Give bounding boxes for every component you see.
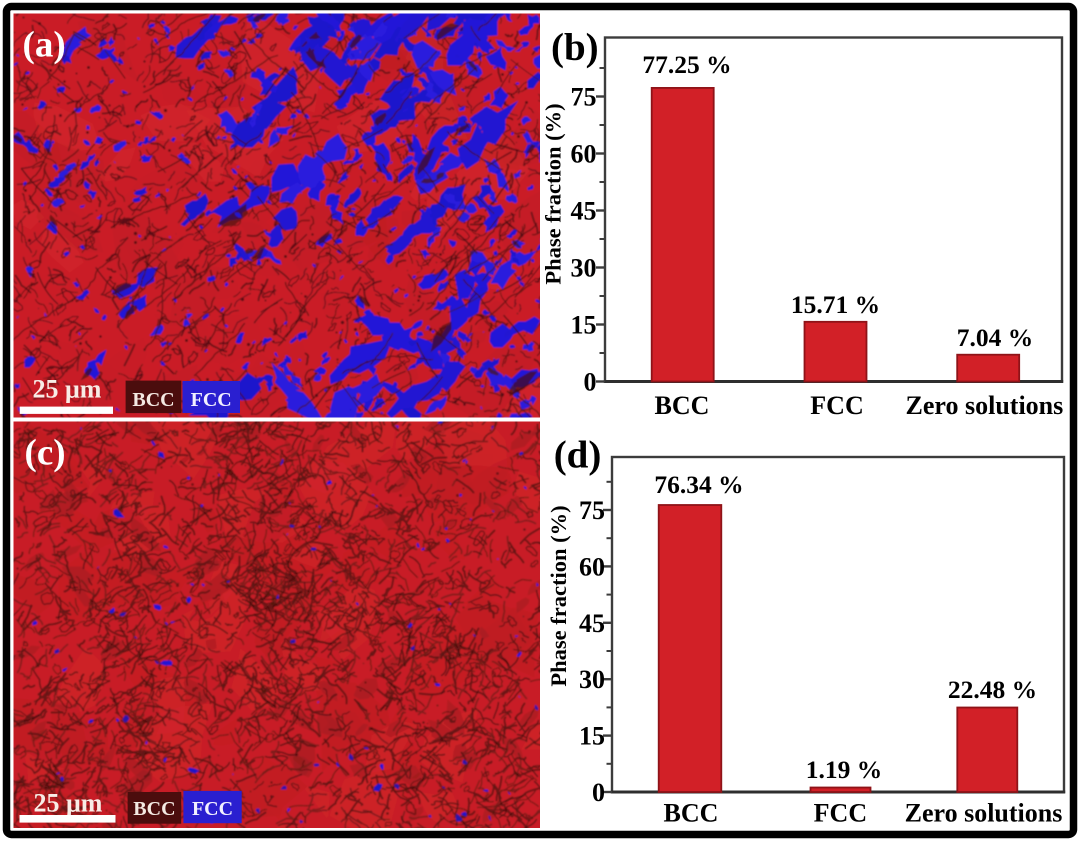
svg-text:15.71 %: 15.71 % xyxy=(791,290,880,319)
svg-text:BCC: BCC xyxy=(133,798,175,820)
svg-text:(a): (a) xyxy=(23,24,66,65)
svg-text:(d): (d) xyxy=(554,434,602,477)
svg-text:45: 45 xyxy=(571,197,597,226)
svg-text:30: 30 xyxy=(571,254,597,283)
svg-text:0: 0 xyxy=(592,778,605,807)
svg-text:60: 60 xyxy=(571,140,597,169)
svg-text:7.04 %: 7.04 % xyxy=(957,323,1034,352)
svg-text:Phase fraction (%): Phase fraction (%) xyxy=(546,505,571,686)
svg-text:25 μm: 25 μm xyxy=(33,375,102,404)
svg-text:1.19 %: 1.19 % xyxy=(806,755,883,784)
svg-text:Zero solutions: Zero solutions xyxy=(905,799,1063,828)
svg-text:(b): (b) xyxy=(551,26,599,69)
svg-text:FCC: FCC xyxy=(810,391,863,420)
svg-text:BCC: BCC xyxy=(664,799,719,828)
svg-text:Zero solutions: Zero solutions xyxy=(906,391,1064,420)
svg-text:30: 30 xyxy=(579,665,605,694)
svg-text:75: 75 xyxy=(579,496,605,525)
svg-text:15: 15 xyxy=(579,722,605,751)
svg-text:BCC: BCC xyxy=(132,389,174,411)
svg-text:15: 15 xyxy=(571,311,597,340)
svg-text:FCC: FCC xyxy=(191,389,232,411)
svg-text:BCC: BCC xyxy=(655,391,710,420)
svg-text:(c): (c) xyxy=(25,432,66,473)
svg-text:60: 60 xyxy=(579,552,605,581)
svg-text:76.34 %: 76.34 % xyxy=(654,470,743,499)
svg-text:22.48 %: 22.48 % xyxy=(948,675,1037,704)
svg-text:75: 75 xyxy=(571,83,597,112)
svg-text:77.25 %: 77.25 % xyxy=(642,50,731,79)
svg-text:25 μm: 25 μm xyxy=(34,789,103,818)
svg-text:Phase fraction (%): Phase fraction (%) xyxy=(541,103,566,284)
svg-text:45: 45 xyxy=(579,609,605,638)
svg-text:0: 0 xyxy=(584,368,597,397)
svg-text:FCC: FCC xyxy=(192,798,233,820)
svg-text:FCC: FCC xyxy=(814,799,867,828)
